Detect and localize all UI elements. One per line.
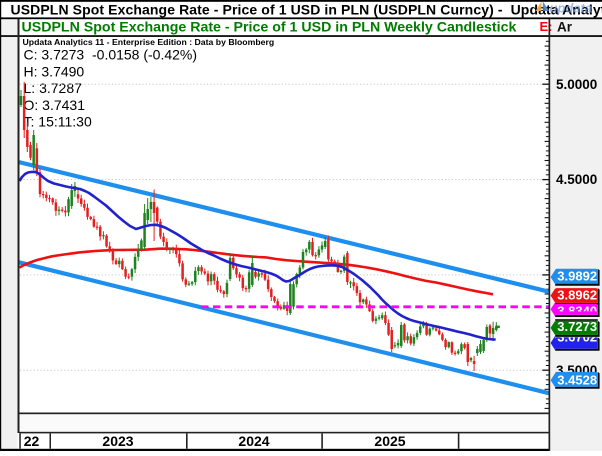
svg-text:USDPLN Spot Exchange Rate - Pr: USDPLN Spot Exchange Rate - Price of 1 U…: [22, 19, 517, 35]
svg-text:C: 3.7273 -0.0158 (-0.42%): C: 3.7273 -0.0158 (-0.42%): [24, 47, 198, 63]
svg-text:T: 15:11:30: T: 15:11:30: [24, 114, 92, 130]
svg-text:3.8962: 3.8962: [557, 288, 597, 303]
svg-text:2023: 2023: [102, 433, 133, 449]
svg-text:H: 3.7490: H: 3.7490: [24, 63, 85, 79]
svg-text:E:: E:: [540, 19, 553, 34]
svg-text:L: 3.7287: L: 3.7287: [24, 80, 83, 96]
svg-text:3.9892: 3.9892: [557, 269, 597, 284]
svg-text:Updata Analytics 11 - Enterpri: Updata Analytics 11 - Enterprise Edition…: [23, 37, 275, 47]
svg-text:2024: 2024: [238, 433, 269, 449]
svg-text:O: 3.7431: O: 3.7431: [24, 97, 86, 113]
svg-text:3.4528: 3.4528: [557, 373, 597, 388]
svg-text:updata: updata: [550, 1, 593, 16]
svg-text:5.0000: 5.0000: [556, 77, 597, 92]
svg-text:22: 22: [24, 433, 40, 449]
svg-text:2025: 2025: [374, 433, 405, 449]
svg-text:Ar: Ar: [557, 20, 573, 35]
svg-text:3.7273: 3.7273: [557, 319, 597, 334]
svg-text:USDPLN Spot Exchange Rate - Pr: USDPLN Spot Exchange Rate - Price of 1 U…: [11, 1, 602, 17]
svg-text:4.5000: 4.5000: [556, 172, 597, 187]
